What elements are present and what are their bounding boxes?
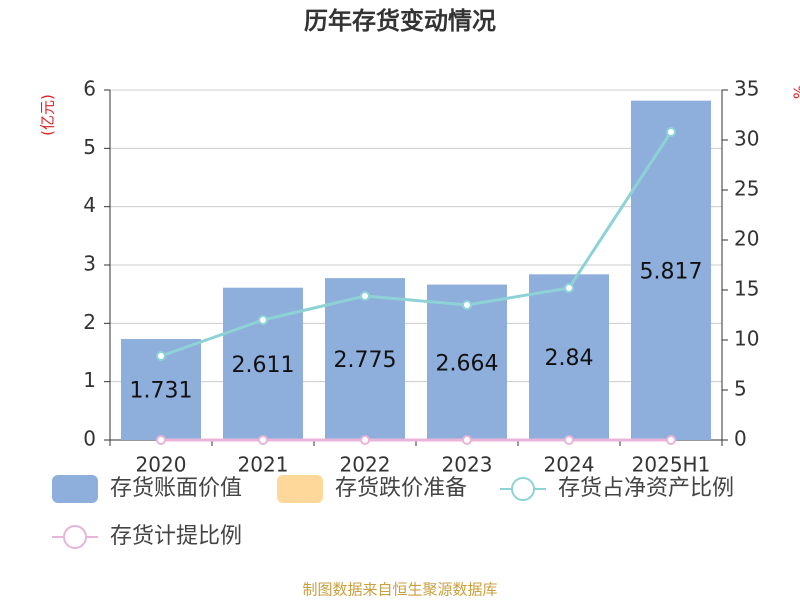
bar: [529, 274, 609, 440]
line-point: [564, 283, 574, 293]
y2-tick-label: 0: [734, 427, 747, 451]
line-point: [666, 127, 676, 137]
line-point: [564, 435, 574, 445]
legend-swatch: [63, 525, 87, 549]
chart-title: 历年存货变动情况: [304, 7, 496, 35]
y-tick-label: 2: [83, 310, 96, 334]
data-label: 2.611: [232, 353, 295, 378]
line-point: [156, 351, 166, 361]
y-tick-label: 6: [83, 77, 96, 101]
y-tick-label: 1: [83, 368, 96, 392]
line-point: [258, 435, 268, 445]
bar: [631, 100, 711, 441]
x-tick-label: 2021: [238, 453, 289, 477]
line-point: [666, 435, 676, 445]
line: [160, 131, 673, 358]
y-tick-label: 4: [83, 193, 96, 217]
legend-label: 存货计提比例: [110, 524, 242, 549]
y2-tick-label: 35: [734, 77, 759, 101]
legend-label: 存货跌价准备: [335, 476, 467, 501]
y2-axis-label: %: [791, 85, 800, 99]
data-label: 2.664: [436, 351, 499, 376]
legend-swatch: [511, 477, 535, 501]
x-tick-label: 2022: [340, 453, 391, 477]
line-point: [462, 435, 472, 445]
y2-tick-label: 25: [734, 177, 759, 201]
y2-tick-label: 30: [734, 127, 759, 151]
data-label: 5.817: [640, 259, 703, 284]
legend-label: 存货占净资产比例: [558, 476, 734, 501]
x-tick-label: 2023: [442, 453, 493, 477]
y2-tick-label: 20: [734, 227, 759, 251]
line-point: [360, 291, 370, 301]
legend-label: 存货账面价值: [110, 476, 242, 501]
x-tick-label: 2025H1: [632, 453, 711, 477]
source-note: 制图数据来自恒生聚源数据库: [302, 581, 497, 599]
data-label: 2.84: [545, 346, 594, 371]
y-tick-label: 0: [83, 427, 96, 451]
bar: [325, 278, 405, 440]
y-axis-label: (亿元): [39, 94, 57, 136]
line-point: [156, 435, 166, 445]
y2-tick-label: 5: [734, 377, 747, 401]
y2-tick-label: 15: [734, 277, 759, 301]
x-tick-label: 2024: [544, 453, 595, 477]
x-tick-label: 2020: [136, 453, 187, 477]
y2-tick-label: 10: [734, 327, 759, 351]
y-tick-label: 3: [83, 252, 96, 276]
legend-swatch: [277, 475, 323, 503]
line-point: [258, 315, 268, 325]
line-point: [360, 435, 370, 445]
data-label: 2.775: [334, 348, 397, 373]
y-tick-label: 5: [83, 135, 96, 159]
line-point: [462, 300, 472, 310]
legend-swatch: [52, 475, 98, 503]
bar: [427, 284, 507, 440]
data-label: 1.731: [130, 379, 193, 404]
